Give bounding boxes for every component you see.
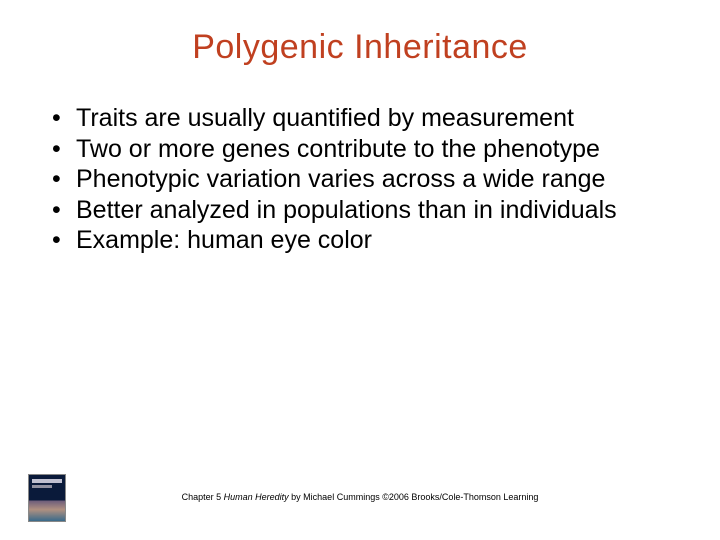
slide: Polygenic Inheritance Traits are usually…: [0, 0, 720, 540]
footer-tail: by Michael Cummings ©2006 Brooks/Cole-Th…: [291, 492, 538, 502]
book-thumbnail-icon: [28, 474, 66, 522]
bullet-item: Two or more genes contribute to the phen…: [48, 134, 680, 165]
footer-chapter: Chapter 5: [182, 492, 222, 502]
footer-book-title: Human Heredity: [224, 492, 289, 502]
bullet-list: Traits are usually quantified by measure…: [40, 103, 680, 256]
bullet-item: Phenotypic variation varies across a wid…: [48, 164, 680, 195]
footer-citation: Chapter 5 Human Heredity by Michael Cumm…: [0, 492, 720, 502]
bullet-item: Traits are usually quantified by measure…: [48, 103, 680, 134]
slide-title: Polygenic Inheritance: [40, 28, 680, 67]
bullet-item: Better analyzed in populations than in i…: [48, 195, 680, 226]
bullet-item: Example: human eye color: [48, 225, 680, 256]
